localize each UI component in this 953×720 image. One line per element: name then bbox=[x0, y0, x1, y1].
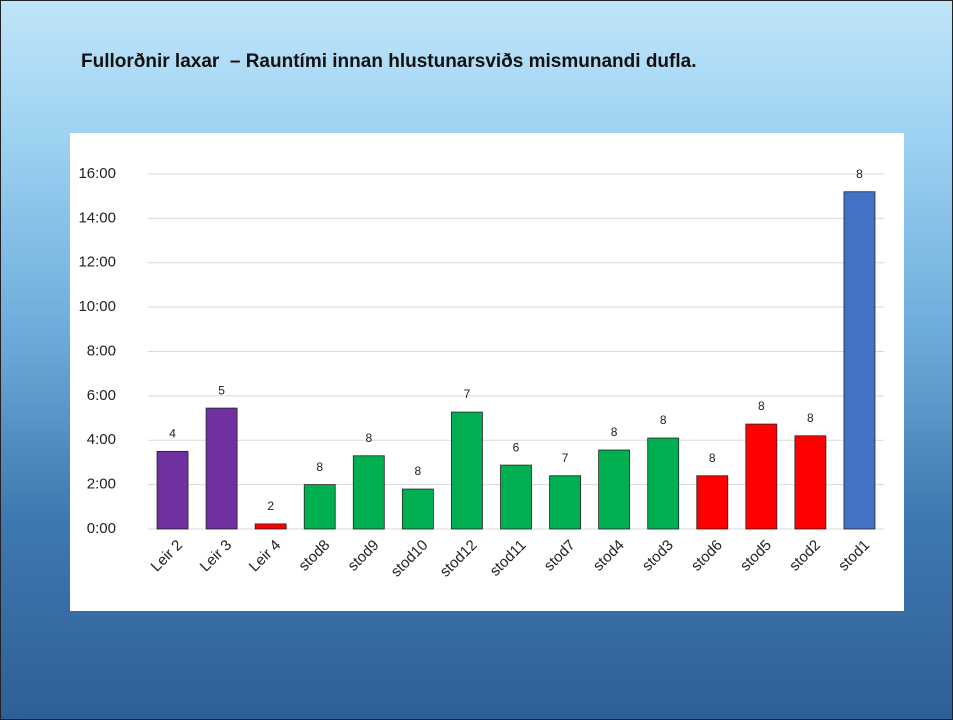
chart-area bbox=[70, 133, 904, 611]
bar bbox=[401, 488, 434, 530]
y-tick-label: 6:00 bbox=[87, 387, 116, 404]
data-label: 4 bbox=[169, 427, 176, 441]
y-tick-label: 8:00 bbox=[87, 342, 116, 359]
y-tick-label: 0:00 bbox=[87, 520, 116, 537]
y-tick-label: 16:00 bbox=[78, 165, 116, 182]
y-tick-label: 2:00 bbox=[87, 476, 116, 493]
data-label: 7 bbox=[464, 387, 471, 401]
data-label: 8 bbox=[709, 451, 716, 465]
bar bbox=[549, 475, 581, 530]
y-tick-label: 14:00 bbox=[78, 209, 116, 226]
data-label: 8 bbox=[365, 431, 372, 445]
bar bbox=[647, 437, 680, 530]
y-tick-label: 12:00 bbox=[78, 254, 116, 271]
data-label: 7 bbox=[562, 451, 569, 465]
data-label: 5 bbox=[218, 383, 225, 397]
bar bbox=[451, 411, 483, 530]
y-tick-label: 4:00 bbox=[87, 431, 116, 448]
data-label: 8 bbox=[660, 413, 667, 427]
bar bbox=[598, 449, 631, 530]
slide-title: Fullorðnir laxar – Rauntími innan hlustu… bbox=[81, 51, 697, 72]
data-label: 8 bbox=[758, 399, 765, 413]
data-label: 8 bbox=[316, 460, 323, 474]
data-label: 8 bbox=[856, 167, 863, 181]
bar bbox=[843, 191, 876, 530]
bar bbox=[156, 450, 189, 530]
bar bbox=[500, 464, 532, 530]
bar bbox=[254, 523, 287, 530]
bar bbox=[794, 435, 827, 530]
bar bbox=[745, 423, 778, 530]
data-label: 2 bbox=[267, 499, 274, 513]
data-label: 6 bbox=[513, 440, 520, 454]
chart: 0:00 2:00 4:00 6:00 8:00 10:00 12:00 14:00 16:00… bbox=[70, 133, 904, 611]
bar bbox=[352, 455, 385, 530]
bar bbox=[303, 484, 336, 530]
y-tick-label: 10:00 bbox=[78, 298, 116, 315]
data-label: 8 bbox=[807, 411, 814, 425]
data-label: 8 bbox=[611, 425, 618, 439]
bar bbox=[696, 475, 729, 530]
data-label: 8 bbox=[415, 464, 422, 478]
bar bbox=[205, 407, 238, 530]
